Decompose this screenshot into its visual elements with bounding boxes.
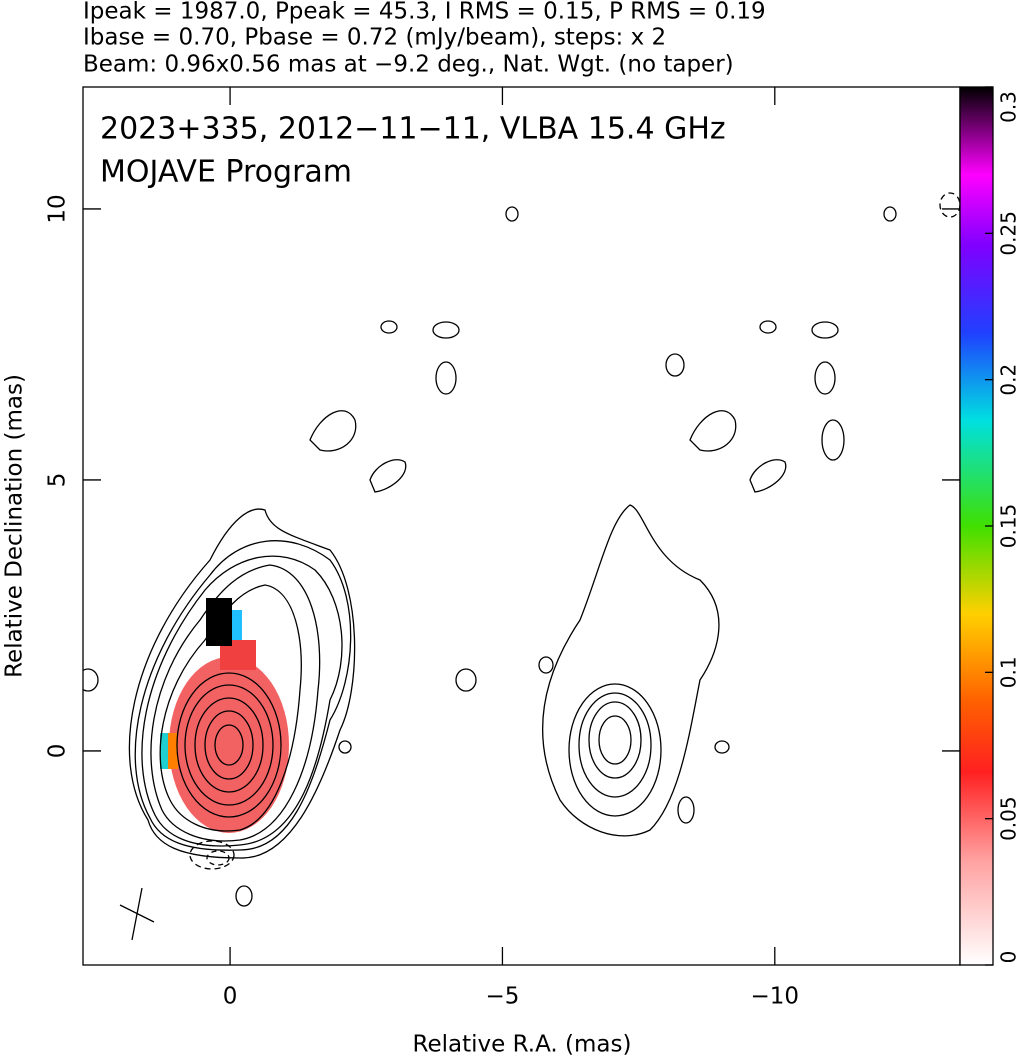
colorbar-tick-label: 0.3 (997, 91, 1021, 123)
plot-title: 2023+335, 2012−11−11, VLBA 15.4 GHz (100, 112, 726, 147)
image (83, 192, 960, 941)
contours (83, 192, 960, 941)
colorbar-tick-label: 0.15 (997, 504, 1021, 549)
polarization-fill (232, 610, 242, 640)
header-line: Ipeak = 1987.0, Ppeak = 45.3, I RMS = 0.… (83, 0, 766, 25)
colorbar-tick-label: 0.25 (997, 211, 1021, 256)
y-tick-label: 10 (45, 194, 71, 223)
x-axis-label: Relative R.A. (mas) (413, 1032, 632, 1058)
polarization-fill (169, 657, 289, 833)
colorbar-tick-label: 0.05 (997, 796, 1021, 841)
colorbar-tick-label: 0 (997, 951, 1021, 964)
y-axis-label: Relative Declination (mas) (2, 374, 28, 678)
polarization-fill (160, 733, 168, 769)
x-tick-label: 0 (223, 984, 238, 1010)
x-tick-label: −10 (751, 984, 800, 1010)
plot-title: MOJAVE Program (100, 155, 352, 190)
plot-frame (82, 86, 961, 966)
x-tick-label: −5 (485, 984, 519, 1010)
y-tick-label: 5 (45, 473, 71, 488)
polarization-fill (168, 733, 178, 769)
header-line: Ibase = 0.70, Pbase = 0.72 (mJy/beam), s… (83, 25, 666, 51)
colorbar-tick-label: 0.2 (997, 364, 1021, 396)
y-tick-label: 0 (45, 744, 71, 759)
colorbar-tick-label: 0.1 (997, 656, 1021, 688)
header-line: Beam: 0.96x0.56 mas at −9.2 deg., Nat. W… (83, 52, 734, 78)
